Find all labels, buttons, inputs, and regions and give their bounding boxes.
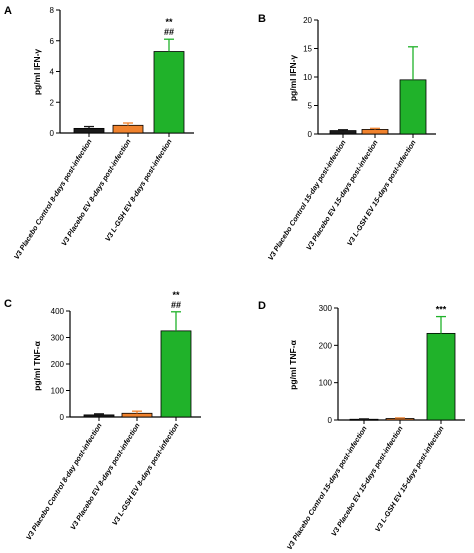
bar [329,130,357,135]
bar [121,412,153,418]
y-tick-label: 10 [303,73,312,82]
bar [160,330,192,418]
significance-annotation: ** [172,290,180,300]
x-tick-label: V3 Placebo Control 15-days post-infectio… [285,424,369,552]
panel-letter: C [4,298,12,310]
y-tick-label: 8 [50,6,55,15]
y-axis-label: pg/ml TNF-α [32,340,42,390]
y-tick-label: 20 [303,16,312,25]
x-tick-label: V3 Placebo Control 8-days post-infection [12,137,94,261]
x-tick-label: V3 Placebo EV 15-days post-infection [304,138,380,252]
significance-annotation: *** [436,305,447,315]
chart-panel-d: Dpg/ml TNF-α 0 100 200 300 V3 Placebo Control… [258,300,465,551]
bar [112,124,144,134]
panel-letter: A [4,5,12,17]
x-tick-label: V3 L-GSH EV 15-days post-infection [345,138,418,248]
y-tick-label: 100 [51,387,65,396]
y-tick-label: 0 [328,416,333,425]
bar [83,414,115,418]
y-tick-label: 300 [319,304,333,313]
bar [426,332,456,421]
chart-panel-a: Apg/ml IFN-γ 0 2 4 6 8 V3 Placebo Control 8-da… [4,5,194,261]
x-tick-label: V3 L-GSH EV 8-days post-infection [103,137,174,243]
bar [399,79,427,135]
y-tick-label: 400 [51,307,65,316]
y-tick-label: 200 [319,341,333,350]
y-tick-label: 6 [50,37,55,46]
bar [153,51,185,134]
x-tick-label: V3 L-GSH EV 8-days post-infection [110,421,181,527]
panel-letter: B [258,13,266,25]
x-tick-label: V3 Placebo EV 8-days post-infection [59,137,133,248]
y-tick-label: 0 [308,130,313,139]
x-tick-label: V3 Placebo EV 8-days post-infection [68,421,142,532]
y-tick-label: 15 [303,45,312,54]
chart-panel-c: Cpg/ml TNF-α 0 100 200 300 400 V3 Placebo Cont… [4,290,201,542]
x-tick-label: V3 Placebo Control 8-day post-infection [24,421,104,542]
y-axis-label: pg/ml IFN-γ [32,49,42,96]
significance-annotation: ## [164,27,174,37]
bar [385,418,415,421]
y-tick-label: 5 [308,102,313,111]
y-tick-label: 0 [50,129,55,138]
y-tick-label: 0 [60,413,65,422]
bar [361,129,389,135]
y-axis-label: pg/ml TNF-α [288,339,298,389]
y-axis-label: pg/ml IFN-γ [288,55,298,102]
panel-letter: D [258,300,266,312]
y-tick-label: 300 [51,334,65,343]
y-tick-label: 200 [51,360,65,369]
x-tick-label: V3 L-GSH EV 15-days post-infection [373,424,446,534]
bar [73,127,105,134]
y-tick-label: 100 [319,379,333,388]
y-tick-label: 2 [50,98,55,107]
x-tick-label: V3 Placebo EV 15-days post-infection [329,424,405,538]
significance-annotation: ## [171,300,181,310]
y-tick-label: 4 [50,68,55,77]
significance-annotation: ** [165,17,173,27]
